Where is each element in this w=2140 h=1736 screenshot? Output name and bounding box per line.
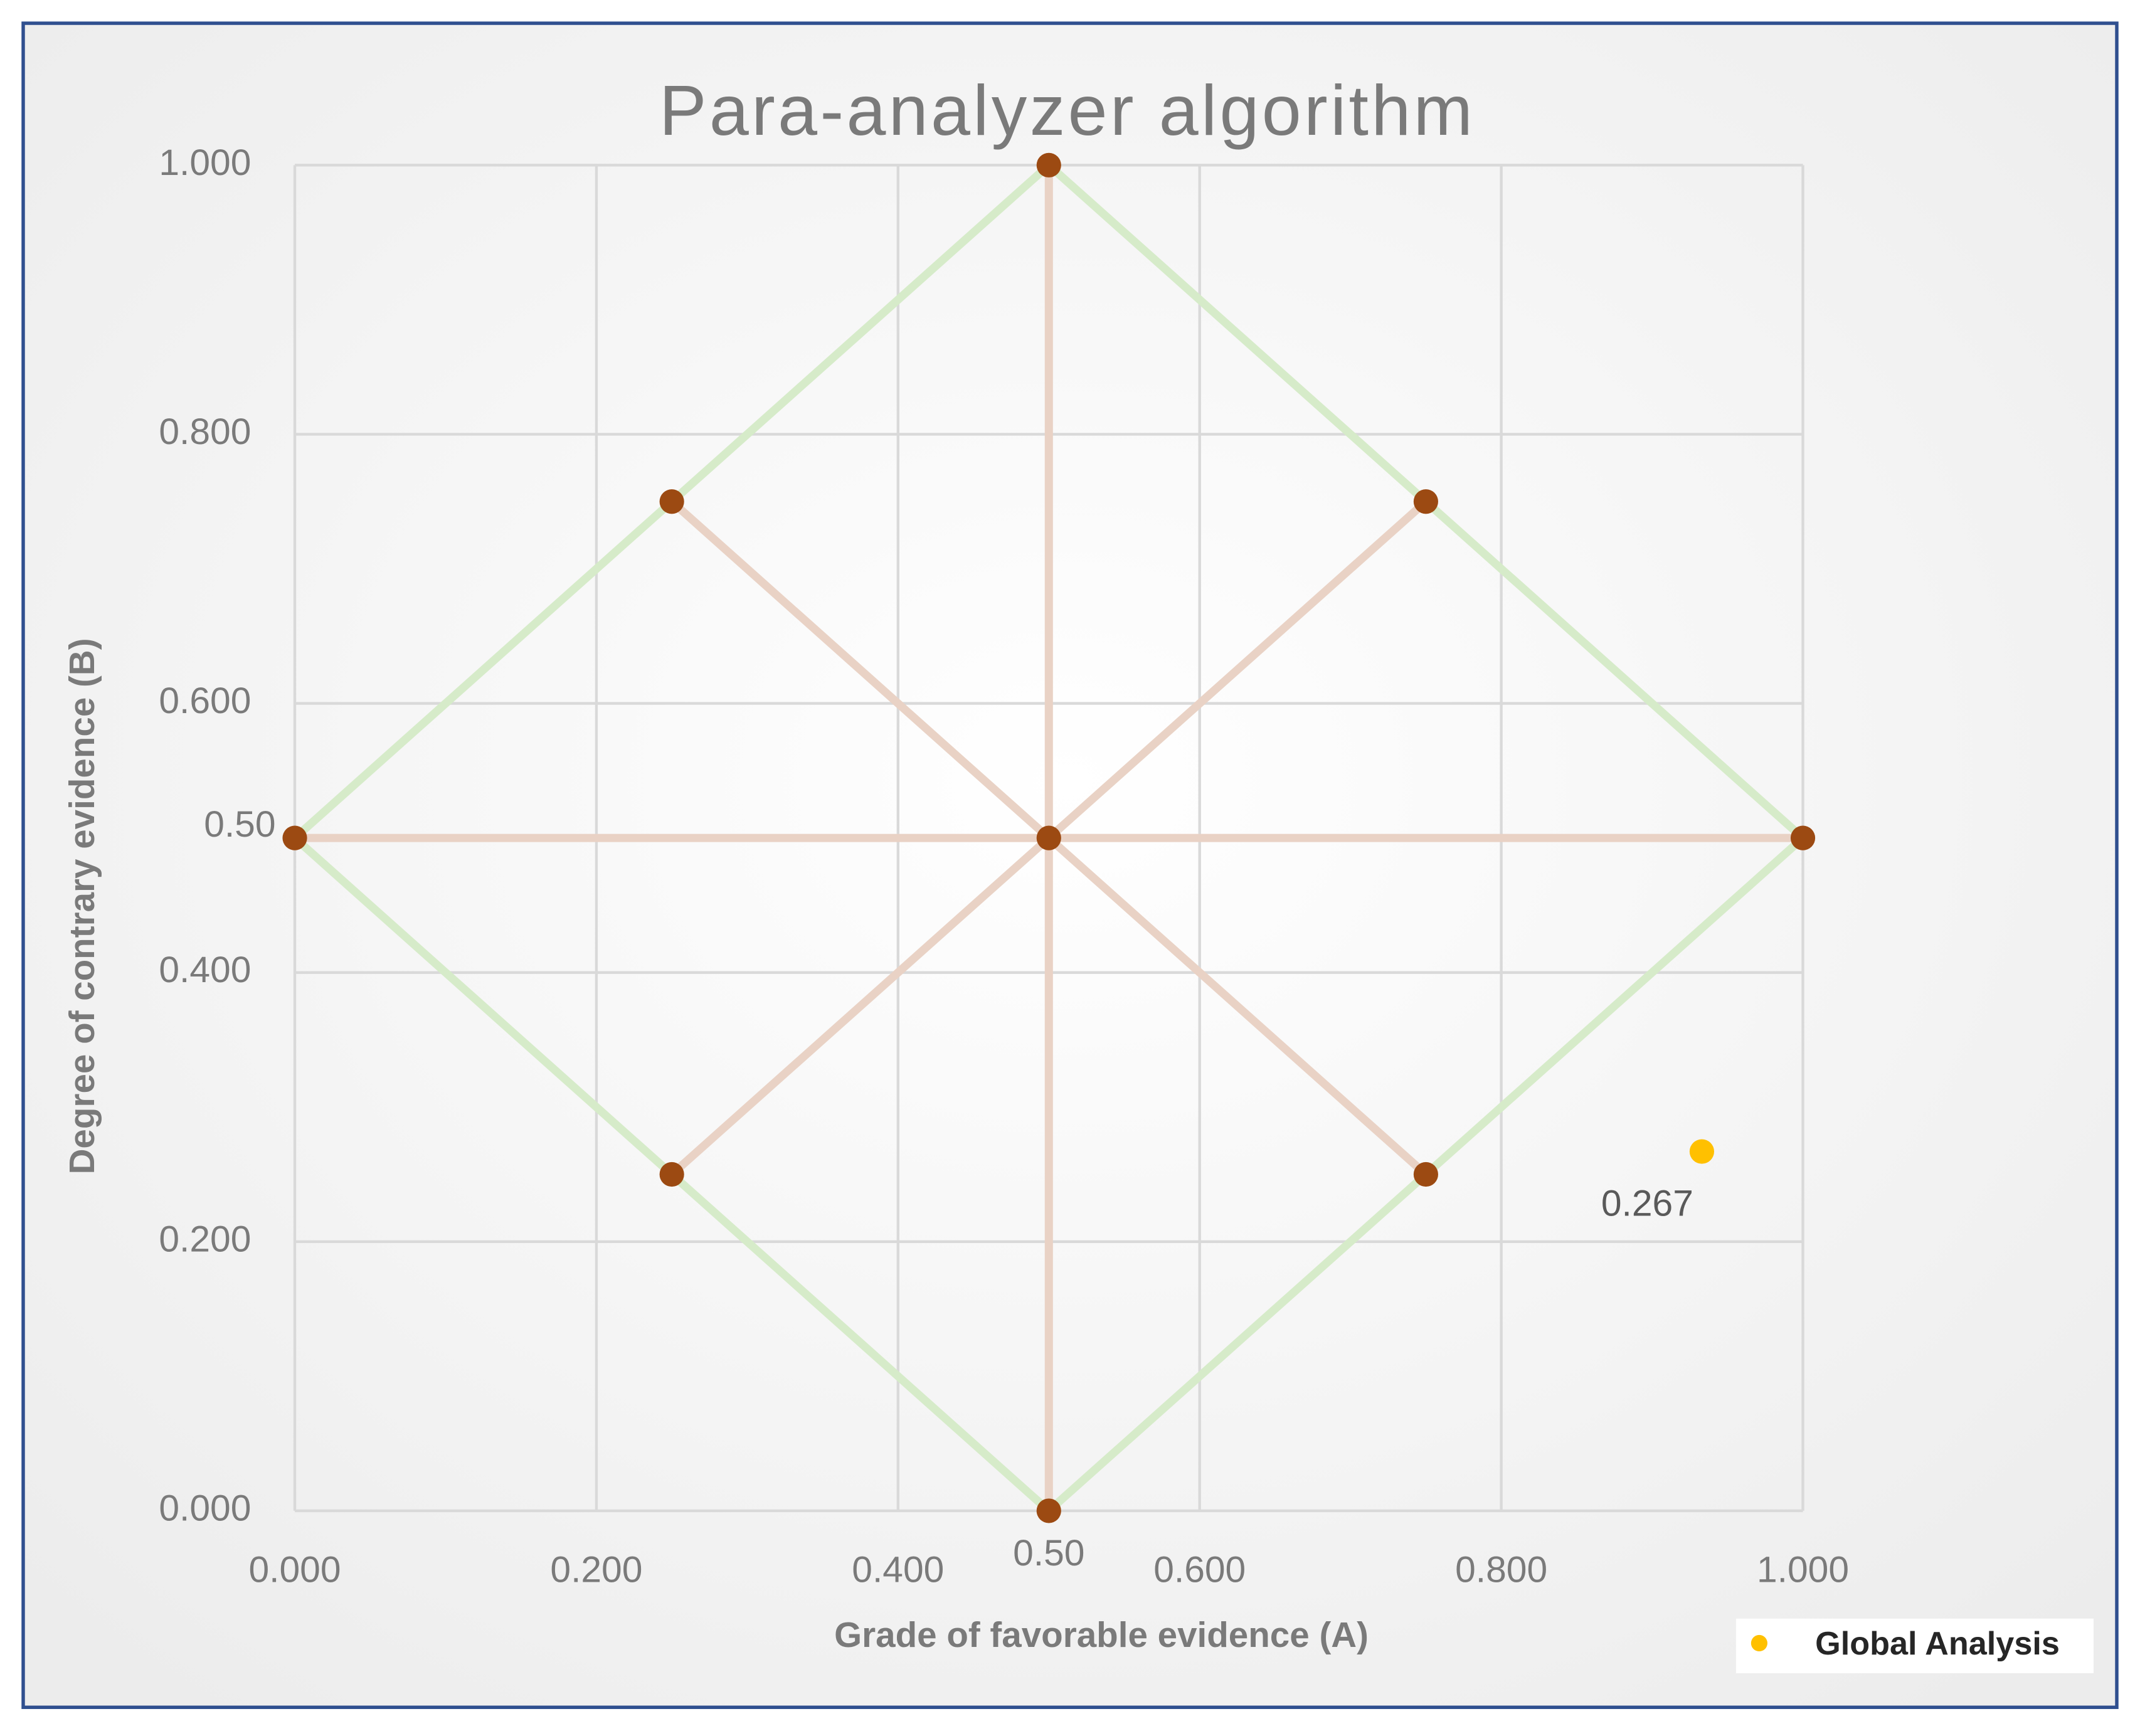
marker: [1413, 1162, 1438, 1187]
y-tick-label: 0.600: [159, 680, 251, 721]
x-tick-label: 0.400: [852, 1549, 944, 1590]
marker: [659, 1162, 684, 1187]
y-tick-label: 0.000: [159, 1488, 251, 1528]
y-tick-label: 0.50: [204, 804, 275, 845]
y-tick-label: 0.400: [159, 950, 251, 990]
y-axis-label: Degree of contrary evidence (B): [62, 638, 102, 1174]
x-tick-label: 0.50: [1013, 1533, 1084, 1574]
x-axis-label: Grade of favorable evidence (A): [834, 1615, 1369, 1654]
y-tick-label: 0.800: [159, 411, 251, 452]
marker: [1413, 489, 1438, 514]
chart-title: Para-analyzer algorithm: [659, 71, 1475, 150]
x-tick-label: 0.000: [249, 1549, 341, 1590]
marker: [1036, 152, 1061, 177]
x-tick-label: 0.800: [1455, 1549, 1547, 1590]
legend-label: Global Analysis: [1815, 1626, 2060, 1662]
marker: [1036, 825, 1061, 850]
legend-marker: [1751, 1634, 1767, 1652]
marker: [1036, 1498, 1061, 1523]
x-tick-label: 0.600: [1153, 1549, 1246, 1590]
y-tick-label: 1.000: [159, 142, 251, 183]
marker: [1790, 825, 1816, 850]
x-tick-label: 0.200: [550, 1549, 642, 1590]
legend-box: [1735, 1618, 2094, 1673]
marker: [659, 489, 684, 514]
x-tick-label: 1.000: [1757, 1549, 1849, 1590]
y-tick-label: 0.200: [159, 1219, 251, 1259]
data-label: 0.267: [1601, 1183, 1693, 1224]
marker: [282, 825, 307, 850]
marker: [1689, 1139, 1715, 1164]
